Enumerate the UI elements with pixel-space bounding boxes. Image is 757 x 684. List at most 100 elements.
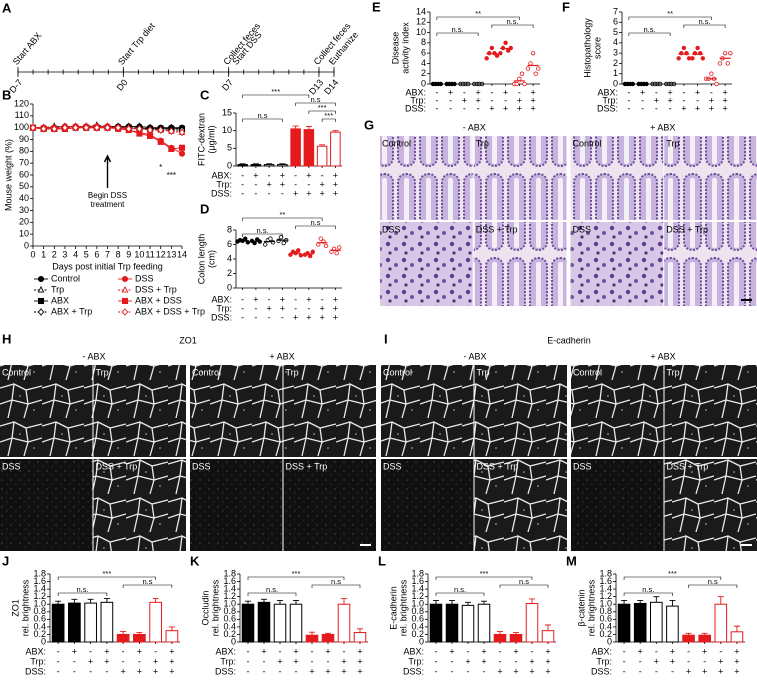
legend-label: Trp (51, 284, 64, 294)
micrograph (381, 365, 474, 457)
marker (178, 150, 186, 157)
data-point (519, 71, 525, 76)
error-bar (261, 598, 267, 603)
legend-label: ABX + DSS + Trp (135, 306, 205, 316)
condition-sign: + (319, 312, 324, 322)
micrograph (380, 222, 473, 306)
marker (51, 125, 58, 133)
condition-sign: + (261, 646, 266, 656)
bar (116, 633, 130, 643)
condition-sign: + (280, 294, 285, 304)
condition-sign: + (309, 666, 314, 676)
significance-bracket (499, 584, 549, 588)
data-point (296, 248, 301, 253)
condition-label: Trp: (408, 656, 424, 666)
y-tick-label: 0 (419, 636, 424, 646)
condition-sign: - (710, 87, 713, 97)
condition-sign: + (333, 179, 338, 189)
y-axis-label: rel. brightness (398, 579, 408, 636)
condition-sign: - (241, 179, 244, 189)
condition-sign: + (702, 646, 707, 656)
condition-sign: - (682, 87, 685, 97)
condition-label: ABX: (25, 646, 46, 656)
marker (136, 125, 143, 133)
significance-bracket (491, 24, 534, 28)
panel-letter: F (562, 0, 570, 14)
event-day: D13 (307, 77, 325, 96)
tile-label: DSS (383, 461, 402, 471)
data-point (484, 56, 489, 61)
panel-letter: C (200, 87, 210, 102)
tile-label: Control (192, 367, 221, 377)
tile-label: DSS + Trp (96, 461, 138, 471)
condition-sign: + (667, 95, 672, 105)
y-tick-label: 0 (607, 636, 612, 646)
significance-bracket (295, 102, 336, 106)
significance-bracket (628, 16, 712, 20)
bar (303, 129, 315, 167)
data-point (268, 236, 273, 241)
condition-sign: + (153, 666, 158, 676)
condition-sign: + (481, 646, 486, 656)
condition-sign: - (263, 656, 266, 666)
significance-bracket (57, 576, 156, 580)
condition-label: ABX: (591, 646, 612, 656)
condition-sign: + (253, 294, 258, 304)
significance-label: n.s (310, 95, 320, 104)
condition-sign: + (681, 103, 686, 113)
significance-label: n.s. (76, 585, 88, 594)
significance-label: n.s. (451, 25, 463, 34)
bar (429, 603, 443, 643)
condition-sign: + (530, 95, 535, 105)
condition-sign: + (333, 188, 338, 198)
bar (277, 164, 288, 167)
data-point (709, 71, 714, 76)
condition-sign: + (718, 656, 723, 666)
significance-bracket (436, 16, 520, 20)
y-tick-label: 10 (222, 125, 232, 135)
condition-sign: - (639, 666, 642, 676)
tile-label: DSS (192, 461, 211, 471)
marker (147, 132, 154, 140)
condition-sign: + (266, 179, 271, 189)
condition-sign: - (311, 656, 314, 666)
condition-sign: - (281, 312, 284, 322)
condition-sign: + (670, 646, 675, 656)
condition-sign: - (435, 646, 438, 656)
bar (165, 630, 179, 643)
tile-label: Control (2, 367, 31, 377)
bar (241, 603, 255, 643)
error-bar (717, 596, 724, 605)
condition-sign: - (268, 312, 271, 322)
legend-label: ABX + Trp (51, 306, 92, 316)
error-bar (319, 144, 326, 147)
annotation: *** (167, 171, 176, 180)
condition-sign: - (307, 303, 310, 313)
marker (83, 123, 90, 132)
bar (149, 601, 162, 643)
bar (84, 602, 97, 643)
condition-sign: - (719, 646, 722, 656)
condition-sign: - (490, 95, 493, 105)
column-header: + ABX (269, 351, 294, 361)
bar (290, 128, 301, 167)
significance-label: ** (279, 210, 285, 219)
y-axis-label: (μg/ml) (206, 125, 216, 153)
legend-marker (37, 297, 45, 305)
event-day: D7 (220, 77, 235, 92)
tile-label: Control (383, 367, 412, 377)
legend-label: Control (51, 273, 80, 283)
condition-sign: + (734, 666, 739, 676)
y-axis-label: activity index (400, 22, 410, 74)
condition-sign: + (153, 656, 158, 666)
panel-title: ZO1 (179, 335, 197, 345)
y-tick-label: 2 (227, 268, 232, 278)
condition-sign: - (449, 103, 452, 113)
y-tick-label: 120 (14, 98, 29, 108)
bar (289, 603, 303, 643)
y-axis-label: score (592, 37, 602, 59)
data-point (528, 61, 533, 66)
data-point (243, 236, 248, 241)
condition-sign: + (654, 95, 659, 105)
condition-sign: - (463, 87, 466, 97)
